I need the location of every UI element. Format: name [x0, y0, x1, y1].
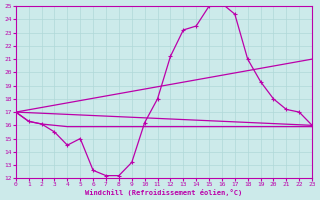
- X-axis label: Windchill (Refroidissement éolien,°C): Windchill (Refroidissement éolien,°C): [85, 189, 243, 196]
